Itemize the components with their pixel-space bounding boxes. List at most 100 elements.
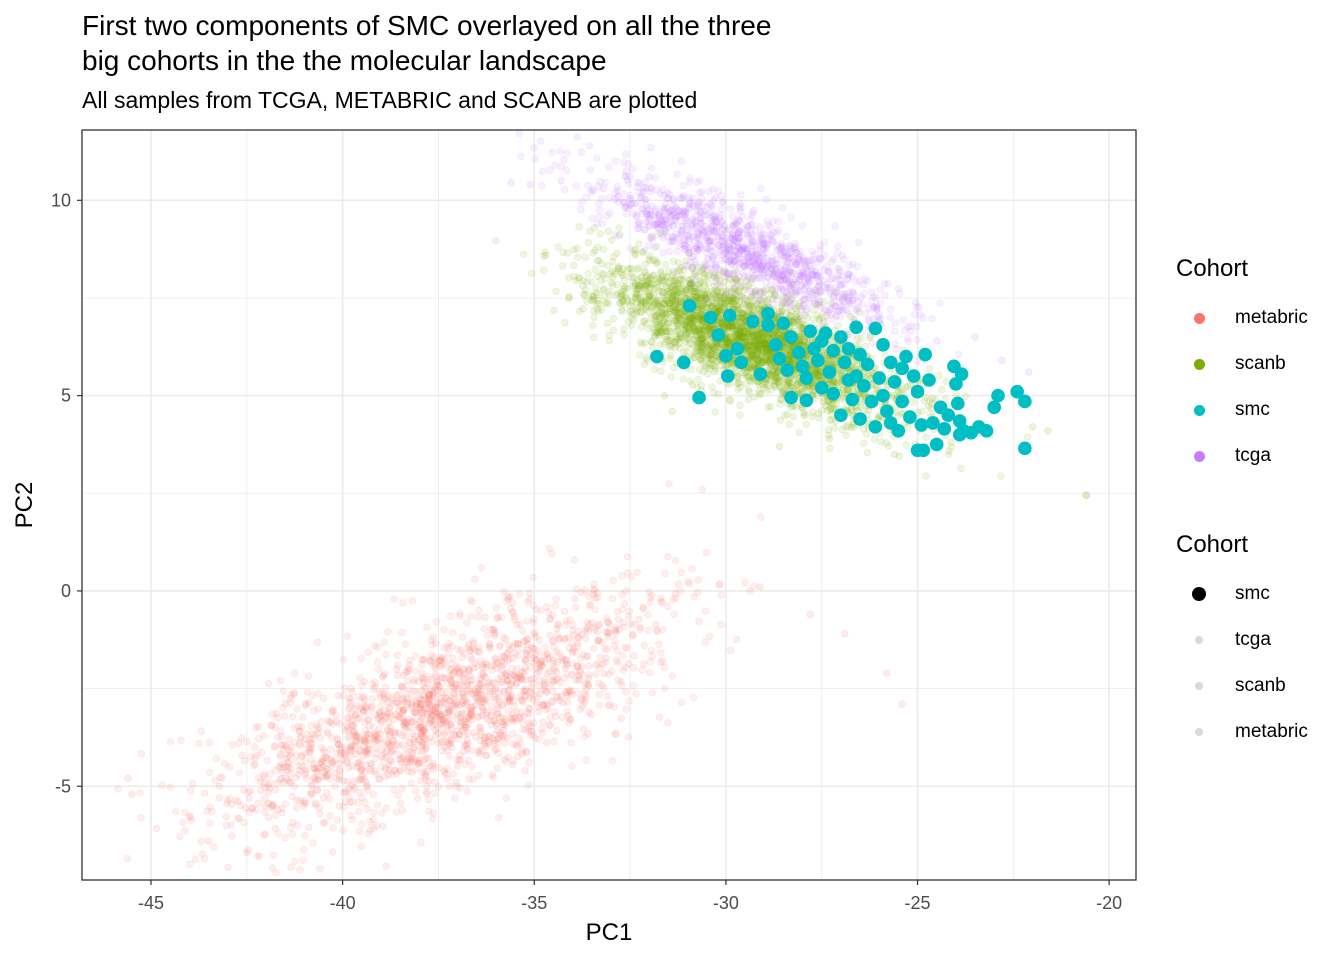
metabric-point [281, 700, 290, 708]
metabric-point [222, 813, 231, 821]
metabric-point [486, 643, 494, 651]
scanb-point [541, 251, 550, 260]
metabric-point [431, 669, 440, 678]
metabric-point [585, 620, 593, 629]
metabric-point [575, 671, 583, 679]
metabric-point [300, 845, 308, 854]
metabric-point [472, 688, 481, 697]
metabric-point [558, 713, 566, 721]
metabric-point [423, 767, 431, 776]
metabric-point [494, 675, 503, 683]
metabric-point [465, 666, 473, 674]
metabric-point [304, 672, 313, 680]
metabric-point [403, 767, 412, 775]
metabric-point [546, 721, 555, 729]
metabric-point [346, 702, 354, 711]
metabric-point [404, 664, 412, 672]
scanb-point [637, 302, 646, 310]
metabric-point [611, 636, 619, 644]
metabric-point [400, 718, 409, 726]
metabric-point [392, 808, 400, 816]
metabric-point [388, 696, 396, 704]
metabric-point [293, 705, 301, 713]
metabric-point [571, 676, 579, 684]
metabric-point [408, 703, 416, 712]
metabric-point [257, 787, 265, 795]
metabric-point [480, 740, 488, 749]
metabric-point [388, 747, 396, 755]
metabric-point [509, 709, 518, 718]
metabric-point [515, 734, 523, 742]
metabric-point [272, 766, 280, 775]
metabric-point [529, 619, 537, 627]
metabric-point [512, 741, 521, 749]
metabric-point [601, 658, 609, 666]
metabric-point [377, 702, 385, 710]
metabric-point [542, 738, 551, 747]
metabric-point [404, 763, 412, 772]
scanb-point [657, 367, 665, 375]
metabric-point [328, 848, 337, 856]
metabric-point [414, 747, 423, 755]
metabric-point [400, 753, 408, 761]
metabric-point [241, 756, 249, 765]
metabric-point [500, 587, 508, 596]
metabric-point [381, 772, 389, 781]
metabric-point [493, 764, 501, 772]
metabric-point [609, 576, 617, 585]
metabric-point [587, 710, 596, 719]
metabric-point [621, 599, 629, 608]
metabric-point [420, 725, 428, 733]
metabric-point [395, 690, 403, 699]
metabric-point [380, 690, 388, 698]
metabric-point [251, 743, 259, 751]
metabric-point [535, 661, 544, 669]
metabric-point [623, 552, 632, 561]
metabric-point [195, 739, 203, 748]
metabric-point [482, 711, 490, 719]
metabric-point [592, 670, 600, 678]
metabric-point [640, 660, 648, 668]
metabric-point [430, 711, 438, 720]
metabric-point [314, 689, 322, 698]
metabric-point [268, 710, 277, 718]
metabric-point [321, 767, 329, 776]
metabric-point [469, 702, 477, 710]
metabric-point [488, 678, 496, 687]
metabric-point [215, 793, 224, 802]
metabric-point [344, 704, 353, 713]
metabric-point [600, 684, 608, 692]
metabric-point [361, 798, 369, 807]
metabric-point [443, 764, 451, 773]
metabric-point [595, 679, 603, 687]
metabric-point [358, 705, 366, 714]
metabric-point [261, 802, 269, 810]
metabric-point [355, 807, 363, 816]
metabric-point [445, 782, 454, 791]
metabric-point [371, 744, 380, 752]
metabric-point [467, 703, 475, 712]
metabric-point [382, 862, 390, 870]
scanb-point [849, 407, 857, 415]
metabric-point [347, 684, 355, 693]
metabric-point [564, 670, 572, 679]
metabric-point [203, 807, 211, 815]
metabric-point [519, 687, 527, 695]
metabric-point [317, 717, 325, 726]
metabric-point [563, 708, 571, 716]
metabric-point [238, 751, 246, 759]
metabric-point [377, 718, 385, 727]
metabric-point [430, 720, 439, 729]
metabric-point [316, 809, 324, 818]
metabric-point [529, 731, 537, 739]
metabric-point [412, 667, 420, 675]
metabric-point [508, 664, 516, 673]
metabric-point [304, 698, 313, 707]
metabric-point [358, 820, 366, 828]
metabric-point [392, 691, 401, 699]
metabric-point [543, 602, 551, 611]
metabric-point [521, 663, 529, 672]
metabric-point [624, 660, 633, 668]
scanb-point [679, 375, 687, 383]
metabric-point [417, 703, 425, 711]
